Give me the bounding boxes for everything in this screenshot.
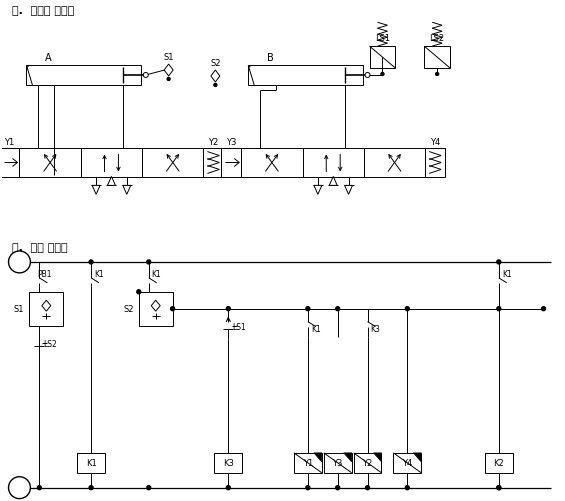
Text: K1: K1 — [152, 270, 162, 279]
Polygon shape — [151, 301, 160, 312]
Polygon shape — [373, 453, 381, 462]
Bar — [354, 453, 381, 473]
Polygon shape — [314, 453, 322, 462]
Text: S2: S2 — [210, 59, 220, 68]
Circle shape — [137, 290, 141, 294]
Bar — [77, 453, 105, 473]
Bar — [142, 148, 203, 178]
Circle shape — [497, 261, 501, 265]
Text: 가.  공기압 회로도: 가. 공기압 회로도 — [11, 7, 74, 17]
Circle shape — [336, 485, 340, 489]
Text: S1: S1 — [163, 53, 174, 62]
Polygon shape — [345, 186, 353, 195]
Bar — [241, 148, 302, 178]
Bar — [81, 148, 142, 178]
Text: K3: K3 — [223, 458, 234, 467]
Text: K1: K1 — [311, 325, 320, 333]
Polygon shape — [121, 73, 129, 79]
Text: Y1: Y1 — [303, 458, 313, 467]
Text: Y4: Y4 — [402, 458, 412, 467]
Bar — [19, 148, 81, 178]
Circle shape — [214, 84, 217, 87]
Bar — [214, 453, 242, 473]
Circle shape — [8, 252, 31, 274]
Circle shape — [147, 261, 151, 265]
Text: Y3: Y3 — [226, 138, 237, 147]
Bar — [203, 148, 223, 178]
Text: Y1: Y1 — [5, 138, 15, 147]
Text: Y3: Y3 — [333, 458, 343, 467]
Polygon shape — [211, 71, 220, 83]
Text: LS1: LS1 — [232, 323, 246, 332]
Polygon shape — [342, 73, 351, 79]
Text: LS1: LS1 — [375, 34, 390, 43]
Text: B: B — [267, 53, 273, 63]
Text: K1: K1 — [86, 458, 97, 467]
Circle shape — [89, 261, 93, 265]
Polygon shape — [164, 65, 173, 77]
Polygon shape — [107, 177, 115, 186]
Bar — [302, 148, 364, 178]
Text: Y2: Y2 — [362, 458, 373, 467]
Circle shape — [365, 73, 370, 78]
Circle shape — [366, 485, 370, 489]
Polygon shape — [413, 453, 421, 462]
Circle shape — [227, 307, 231, 311]
Text: K3: K3 — [371, 325, 380, 333]
Polygon shape — [344, 453, 351, 462]
Circle shape — [8, 477, 31, 498]
Bar — [424, 47, 450, 69]
Circle shape — [144, 73, 148, 78]
Circle shape — [147, 485, 151, 489]
Circle shape — [542, 307, 546, 311]
Circle shape — [167, 78, 170, 81]
Text: 0V: 0V — [14, 484, 25, 490]
Text: S2: S2 — [123, 305, 134, 314]
Bar — [364, 148, 425, 178]
Circle shape — [436, 73, 438, 76]
Bar — [294, 453, 322, 473]
Text: S1: S1 — [14, 305, 24, 314]
Bar — [221, 148, 241, 178]
Bar — [324, 453, 351, 473]
Circle shape — [497, 485, 501, 489]
Polygon shape — [92, 186, 100, 195]
Circle shape — [336, 307, 340, 311]
Bar — [0, 148, 19, 178]
Text: PB1: PB1 — [37, 270, 52, 279]
Text: Y4: Y4 — [430, 138, 440, 147]
Bar — [485, 453, 512, 473]
Circle shape — [497, 485, 501, 489]
Circle shape — [497, 307, 501, 311]
Polygon shape — [42, 301, 51, 312]
Polygon shape — [123, 186, 131, 195]
Circle shape — [306, 307, 310, 311]
Bar — [425, 148, 445, 178]
Text: 나.  전기 회로도: 나. 전기 회로도 — [11, 242, 67, 253]
Text: K2: K2 — [493, 458, 504, 467]
Circle shape — [405, 307, 409, 311]
Text: Y2: Y2 — [208, 138, 219, 147]
Bar — [248, 66, 363, 86]
Circle shape — [227, 485, 231, 489]
Circle shape — [306, 485, 310, 489]
Circle shape — [171, 307, 175, 311]
Polygon shape — [329, 177, 337, 186]
Bar — [139, 292, 173, 326]
Text: K1: K1 — [94, 270, 104, 279]
Circle shape — [37, 485, 41, 489]
Circle shape — [405, 485, 409, 489]
Text: LS2: LS2 — [44, 339, 57, 348]
Bar — [27, 66, 141, 86]
Bar — [29, 292, 63, 326]
Bar — [370, 47, 395, 69]
Text: LS2: LS2 — [429, 34, 445, 43]
Text: K1: K1 — [502, 270, 511, 279]
Text: 24V: 24V — [12, 260, 27, 266]
Circle shape — [89, 485, 93, 489]
Text: A: A — [45, 53, 51, 63]
Bar — [393, 453, 421, 473]
Circle shape — [381, 73, 384, 76]
Polygon shape — [314, 186, 322, 195]
